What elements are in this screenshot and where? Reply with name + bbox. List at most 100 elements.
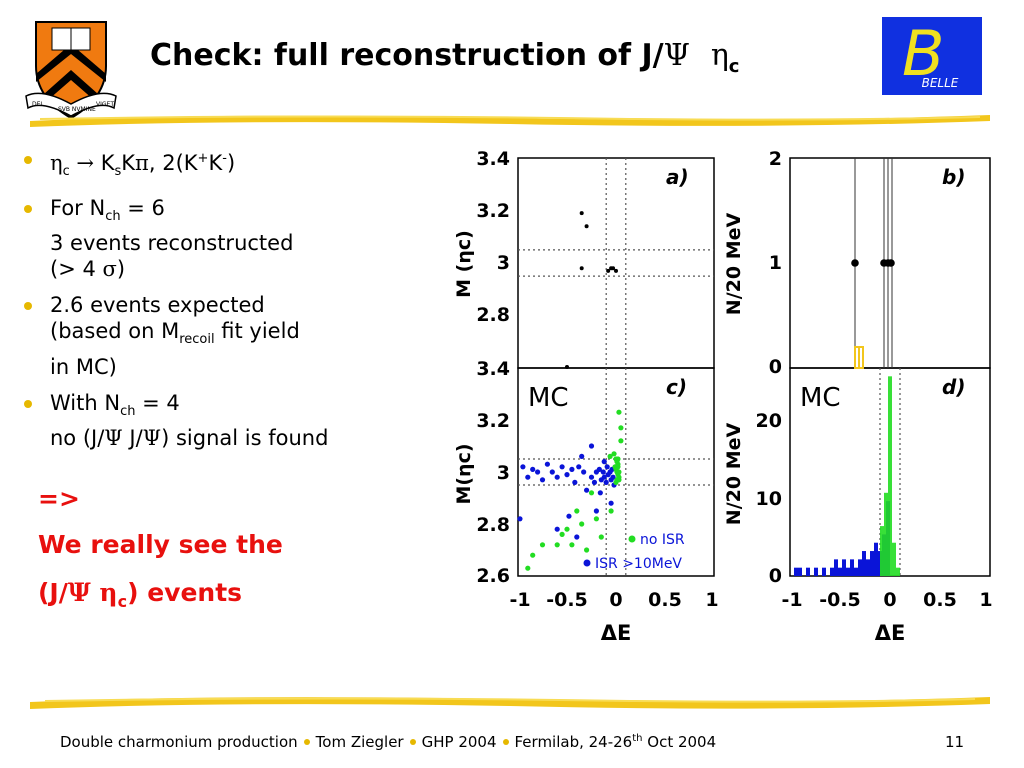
belle-letter: B [902, 17, 945, 90]
ytick-label: 10 [756, 488, 782, 510]
data-point [579, 453, 585, 459]
data-point [607, 453, 613, 459]
data-point [579, 211, 584, 216]
data-point [614, 268, 618, 273]
legend-isr-marker [583, 559, 591, 567]
histogram-bar [870, 551, 874, 576]
footer-text: Double charmonium production Tom Ziegler G… [60, 733, 717, 751]
histogram-bar [834, 559, 838, 576]
panel-c-xlabel: ΔE [601, 621, 632, 645]
princeton-motto-2: SVB NVMINE [58, 106, 96, 113]
data-point [535, 469, 541, 475]
slide-title: Check: full reconstruction of J/Ψ ηc [150, 38, 740, 77]
histogram-bar [846, 567, 850, 576]
data-point [887, 259, 895, 267]
panel-c-ylabel: M(ηc) [453, 443, 475, 504]
bullet-expected: 2.6 events expected (based on Mrecoil fi… [22, 292, 452, 379]
bullet-nch6: For Nch = 6 3 events reconstructed (> 4 … [22, 195, 452, 282]
ytick-label: 2.8 [476, 304, 510, 326]
bullet-dot [24, 399, 32, 408]
data-point [588, 490, 595, 496]
bullet-dot [24, 302, 32, 311]
data-point [566, 513, 572, 519]
data-point [618, 425, 624, 431]
data-point [588, 474, 595, 480]
ytick-label: 3.4 [476, 148, 510, 170]
panel-a-frame [517, 157, 715, 369]
belle-text: BELLE [922, 76, 959, 90]
histogram-bar [858, 559, 862, 576]
data-point [576, 464, 582, 470]
ytick-label: 20 [756, 410, 782, 432]
data-point [596, 466, 602, 472]
footer-dot [502, 738, 509, 745]
ytick-label: 3 [497, 252, 510, 274]
data-point [530, 552, 536, 558]
xtick-label: -1 [509, 589, 530, 611]
ytick-label: 1 [769, 252, 782, 274]
xtick-label: -0.5 [819, 589, 861, 611]
title-brush-divider [30, 115, 990, 127]
xtick-label: 0.5 [923, 589, 957, 611]
data-point [544, 461, 550, 467]
panel-c-frame [517, 367, 715, 577]
data-point [606, 268, 611, 273]
data-point [601, 474, 607, 480]
data-point [564, 526, 570, 532]
data-point [517, 516, 523, 522]
data-point [597, 490, 603, 496]
data-point [584, 547, 590, 553]
histogram-bar [862, 551, 866, 576]
histogram-bar [858, 346, 864, 369]
histogram-bar [830, 567, 834, 576]
princeton-motto-3: VIGET [96, 101, 114, 108]
panel-d-label: d) [942, 375, 965, 399]
data-point [618, 438, 624, 444]
histogram-bar [866, 559, 870, 576]
data-point [584, 224, 589, 229]
data-point [574, 508, 580, 514]
panel-c-label: c) [666, 375, 687, 399]
ytick-label: 2.8 [476, 514, 510, 536]
histogram-bar [888, 376, 892, 576]
data-point [593, 516, 599, 522]
data-point [554, 474, 560, 480]
data-point [530, 466, 536, 472]
panel-a-ylabel: M (ηc) [453, 230, 475, 298]
histogram-bar [896, 567, 900, 576]
data-point [581, 469, 587, 475]
footer-dot [303, 738, 310, 745]
ytick-label: 0 [769, 356, 782, 378]
xtick-label: 0 [609, 589, 622, 611]
histogram-bar [814, 567, 818, 576]
data-point [569, 466, 575, 472]
data-point [579, 266, 584, 271]
data-point [616, 469, 622, 475]
bullet-decay-channel: ηc → KsKπ, 2(K+K-) [22, 146, 452, 185]
conclusion-line2: (J/Ψ ηc) events [38, 578, 243, 611]
data-point [616, 409, 622, 415]
histogram-bar [798, 567, 802, 576]
page-number: 11 [945, 733, 965, 751]
ytick-label: 3.4 [476, 358, 510, 380]
data-point [615, 464, 621, 470]
ytick-label: 3.2 [476, 410, 510, 432]
ytick-label: 0 [769, 565, 782, 587]
data-point [569, 542, 575, 548]
bullet-nch4: With Nch = 4 no (J/Ψ J/Ψ) signal is foun… [22, 390, 452, 451]
legend-no-isr-marker [628, 535, 636, 543]
histogram-bar [806, 567, 810, 576]
panel-d-ylabel: N/20 MeV [723, 423, 745, 526]
xtick-label: 0 [883, 589, 896, 611]
data-point [600, 469, 606, 475]
xtick-label: -0.5 [546, 589, 588, 611]
footer-brush-divider [30, 697, 990, 709]
panel-a-label: a) [666, 165, 689, 189]
histogram-bar [874, 542, 878, 576]
data-point [610, 474, 616, 480]
data-point [539, 477, 546, 483]
panel-c-mc-label: MC [528, 383, 569, 413]
data-point [520, 464, 526, 470]
histogram-bar [838, 567, 842, 576]
data-point [525, 565, 531, 571]
